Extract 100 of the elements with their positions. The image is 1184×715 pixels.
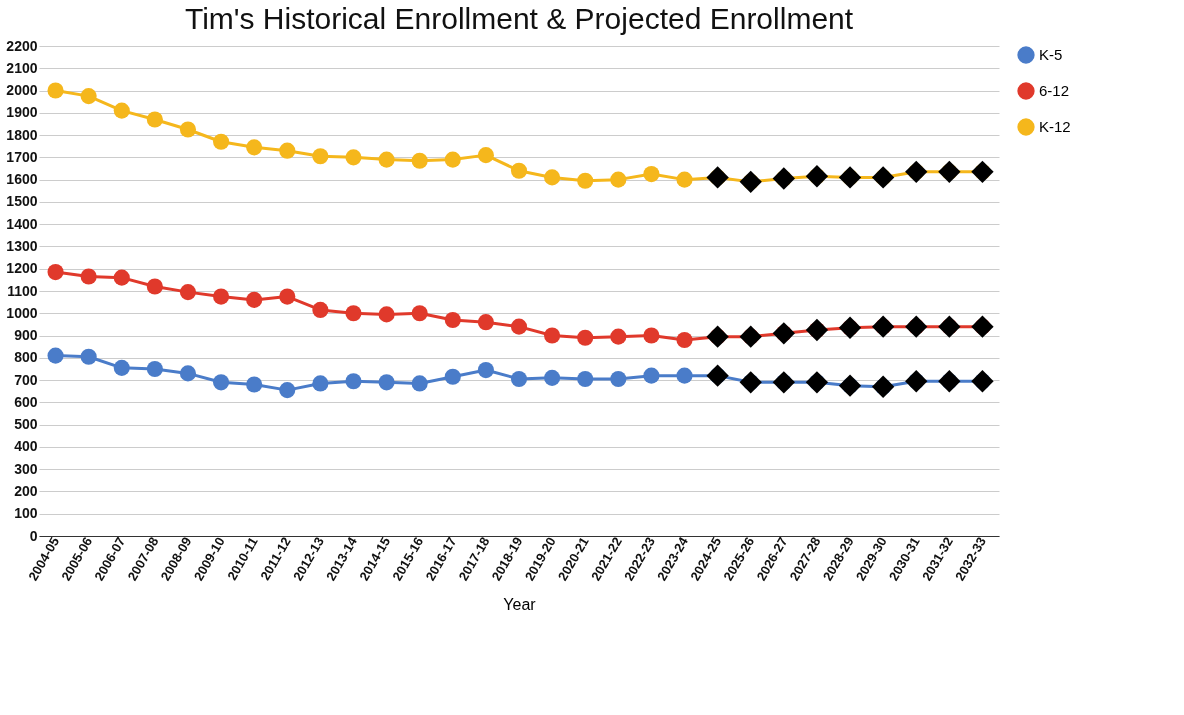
point xyxy=(345,373,362,390)
point xyxy=(113,359,130,376)
point xyxy=(113,102,130,119)
point xyxy=(213,133,230,150)
point xyxy=(577,370,594,388)
y-tick-label: 100 xyxy=(14,505,38,522)
y-tick-label: 600 xyxy=(14,393,38,410)
y-tick-label: 1600 xyxy=(6,171,38,188)
point xyxy=(345,305,362,322)
point xyxy=(905,160,928,184)
point xyxy=(643,327,660,344)
point xyxy=(279,142,296,159)
point xyxy=(544,327,561,344)
point xyxy=(213,288,230,305)
point xyxy=(643,367,660,384)
point xyxy=(279,382,296,399)
point xyxy=(676,171,693,188)
point xyxy=(971,160,994,184)
y-tick-label: 300 xyxy=(14,460,38,477)
point xyxy=(146,360,163,377)
point xyxy=(577,172,594,189)
point xyxy=(179,365,197,382)
point xyxy=(477,314,494,331)
point xyxy=(772,371,796,394)
point xyxy=(146,278,163,295)
x-axis-title: Year xyxy=(503,596,537,614)
point xyxy=(146,111,163,128)
point xyxy=(577,329,594,346)
point xyxy=(312,148,329,165)
point xyxy=(610,171,627,188)
point xyxy=(477,147,494,164)
point xyxy=(739,170,762,194)
point xyxy=(213,374,230,391)
point xyxy=(411,305,428,322)
y-tick-label: 1400 xyxy=(6,215,38,232)
y-tick-label: 1500 xyxy=(6,193,38,210)
point xyxy=(805,371,829,394)
point xyxy=(246,139,263,156)
point xyxy=(179,121,197,138)
point xyxy=(279,288,296,305)
point xyxy=(378,306,395,323)
point xyxy=(477,362,494,379)
point xyxy=(444,311,461,328)
legend-label: K-12 xyxy=(1039,118,1071,135)
point xyxy=(510,318,528,335)
point xyxy=(411,375,428,392)
point xyxy=(805,318,829,342)
point xyxy=(378,151,395,168)
y-tick-label: 1000 xyxy=(6,304,38,321)
point xyxy=(113,269,130,286)
y-tick-label: 2000 xyxy=(6,82,38,99)
point xyxy=(510,370,528,388)
point xyxy=(643,166,660,183)
point xyxy=(676,331,693,349)
point xyxy=(312,301,329,318)
y-tick-label: 200 xyxy=(14,482,38,499)
point xyxy=(510,162,528,179)
point xyxy=(544,169,561,186)
y-tick-label: 2100 xyxy=(6,59,38,76)
point xyxy=(871,315,895,338)
y-tick-label: 1800 xyxy=(6,126,38,143)
legend-label: 6-12 xyxy=(1039,82,1070,99)
point xyxy=(610,370,627,388)
point xyxy=(772,322,796,345)
point xyxy=(544,369,561,386)
y-tick-label: 1900 xyxy=(6,104,38,121)
y-tick-label: 500 xyxy=(14,416,38,433)
chart-title: Tim's Historical Enrollment & Projected Enrollment xyxy=(184,2,854,35)
point xyxy=(871,375,895,398)
y-tick-label: 400 xyxy=(14,438,38,455)
y-tick-label: 800 xyxy=(14,349,38,366)
point xyxy=(246,291,263,308)
point xyxy=(80,348,97,365)
point xyxy=(610,328,627,345)
point xyxy=(345,149,362,166)
y-tick-label: 1300 xyxy=(6,237,38,254)
point xyxy=(47,347,64,364)
point xyxy=(871,166,895,189)
point xyxy=(80,268,97,285)
y-tick-label: 1700 xyxy=(6,148,38,165)
point xyxy=(179,284,197,301)
point xyxy=(772,167,796,190)
y-tick-label: 1200 xyxy=(6,260,38,277)
point xyxy=(246,376,263,393)
point xyxy=(80,88,97,105)
point xyxy=(805,165,829,188)
y-tick-label: 1100 xyxy=(7,282,38,299)
point xyxy=(676,367,693,384)
point xyxy=(47,82,64,99)
legend-label: K-5 xyxy=(1039,46,1063,63)
point xyxy=(47,264,64,281)
y-tick-label: 900 xyxy=(14,327,38,344)
point xyxy=(444,151,461,168)
point xyxy=(312,375,329,392)
y-tick-label: 2200 xyxy=(6,37,38,54)
point xyxy=(411,152,428,169)
point xyxy=(378,374,395,391)
point xyxy=(938,160,961,184)
point xyxy=(444,368,461,385)
y-tick-label: 700 xyxy=(14,371,38,388)
